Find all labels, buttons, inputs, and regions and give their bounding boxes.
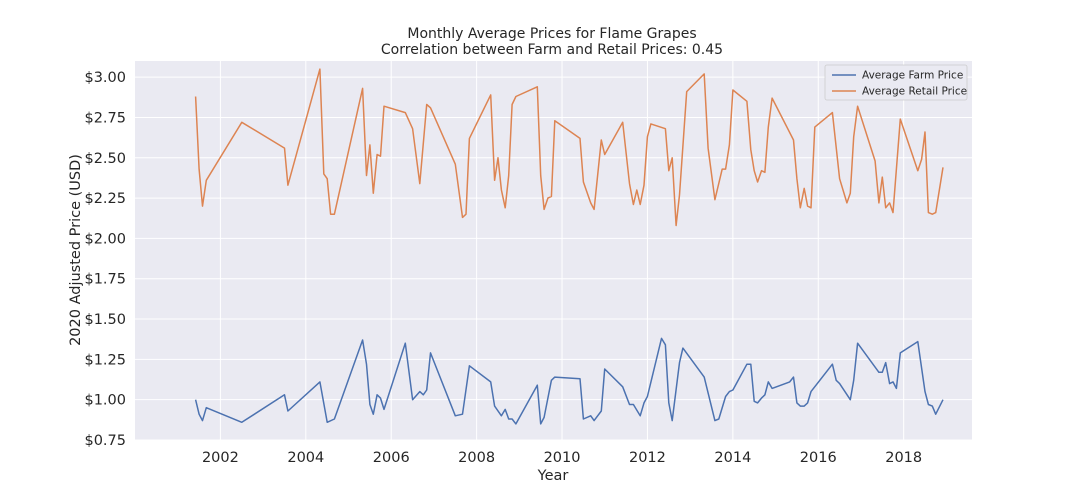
y-tick-label: $2.50 (84, 151, 126, 167)
x-tick-label: 2018 (885, 450, 922, 466)
tick-labels: $0.75 $1.00 $1.25 $1.50 $1.75 $2.00 $2.25 $2.50… (84, 70, 922, 466)
y-axis-label: 2020 Adjusted Price (USD) (68, 154, 84, 346)
y-tick-label: $1.75 (84, 272, 126, 288)
chart-subtitle: Correlation between Farm and Retail Pric… (381, 42, 723, 58)
x-tick-label: 2014 (714, 450, 751, 466)
series-line-retail (194, 68, 944, 227)
x-tick-label: 2006 (373, 450, 410, 466)
y-tick-label: $0.75 (84, 433, 126, 449)
x-tick-label: 2004 (287, 450, 324, 466)
y-tick-label: $2.00 (84, 231, 126, 247)
x-axis-label: Year (537, 468, 569, 484)
series-line-farm (194, 337, 944, 425)
x-tick-label: 2012 (629, 450, 666, 466)
y-tick-label: $1.50 (84, 312, 126, 328)
plot-area (135, 61, 972, 440)
y-tick-label: $3.00 (84, 70, 126, 86)
y-tick-label: $1.25 (84, 352, 126, 368)
legend: Average Farm Price Average Retail Price (824, 64, 968, 101)
x-tick-label: 2002 (202, 450, 239, 466)
x-tick-label: 2016 (800, 450, 837, 466)
x-tick-label: 2008 (458, 450, 495, 466)
x-tick-label: 2010 (544, 450, 581, 466)
y-tick-label: $2.25 (84, 191, 126, 207)
chart-title: Monthly Average Prices for Flame Grapes (407, 26, 696, 42)
series-lines (194, 68, 944, 425)
legend-label-farm: Average Farm Price (862, 70, 963, 82)
legend-label-retail: Average Retail Price (862, 86, 967, 98)
y-tick-label: $1.00 (84, 393, 126, 409)
legend-box (824, 64, 968, 101)
y-tick-label: $2.75 (84, 110, 126, 126)
